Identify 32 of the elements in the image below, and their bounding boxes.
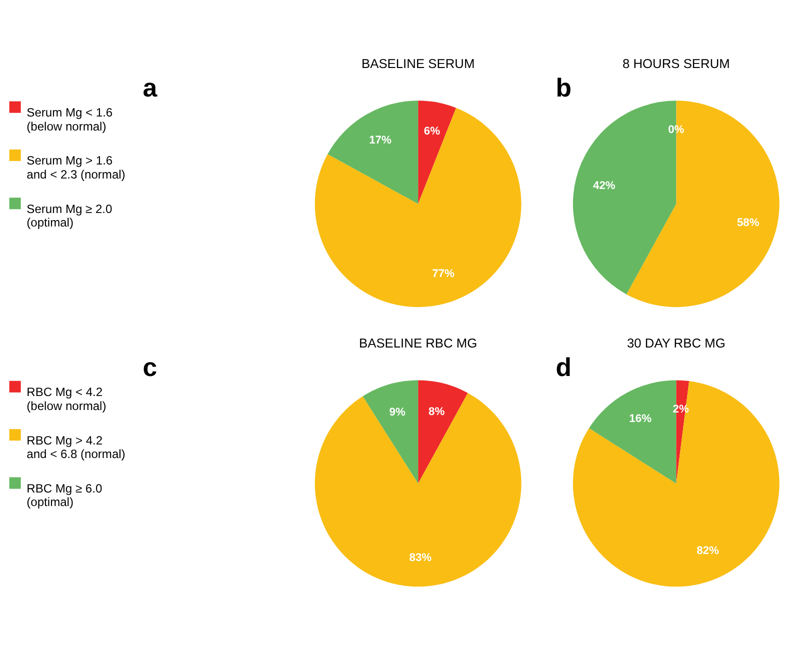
- text: a: [142, 74, 158, 102]
- pie-slice: [573, 381, 780, 587]
- text: c: [142, 354, 158, 382]
- legend-label: RBC Mg ≥ 6.0 (optimal): [26, 481, 102, 510]
- data-label: 82%: [696, 545, 720, 558]
- text: d: [556, 354, 572, 382]
- pie-slice: [418, 100, 456, 204]
- pie-slice: [418, 380, 468, 484]
- chart-title: 8 HOURS SERUM: [622, 56, 730, 71]
- pie-slice: [314, 108, 522, 308]
- data-label: 58%: [736, 216, 760, 229]
- data-label: 6%: [424, 125, 440, 138]
- data-label: 42%: [592, 180, 616, 192]
- data-label: 16%: [629, 412, 652, 425]
- pie-slice: [314, 392, 522, 587]
- legend-label: Serum Mg > 1.6 and < 2.3 (normal): [26, 154, 126, 182]
- data-label: 83%: [409, 552, 432, 564]
- text: b: [556, 74, 572, 102]
- data-label: 17%: [369, 134, 392, 146]
- pie-slice: [626, 100, 780, 308]
- chart-title: BASELINE SERUM: [361, 56, 475, 71]
- legend-label: RBC Mg < 4.2 (below normal): [26, 385, 106, 413]
- data-label: 77%: [432, 268, 455, 280]
- legend-label: Serum Mg ≥ 2.0 (optimal): [26, 202, 112, 230]
- pie-slice: [362, 380, 418, 484]
- data-label: 9%: [389, 406, 406, 419]
- legend-label: RBC Mg > 4.2 and < 6.8 (normal): [26, 433, 126, 462]
- data-label: 8%: [428, 406, 445, 418]
- pie-slice: [328, 100, 418, 204]
- chart-title: 30 DAY RBC MG: [626, 336, 726, 351]
- legend-label: Serum Mg < 1.6 (below normal): [26, 106, 113, 134]
- chart-title: BASELINE RBC MG: [358, 336, 478, 351]
